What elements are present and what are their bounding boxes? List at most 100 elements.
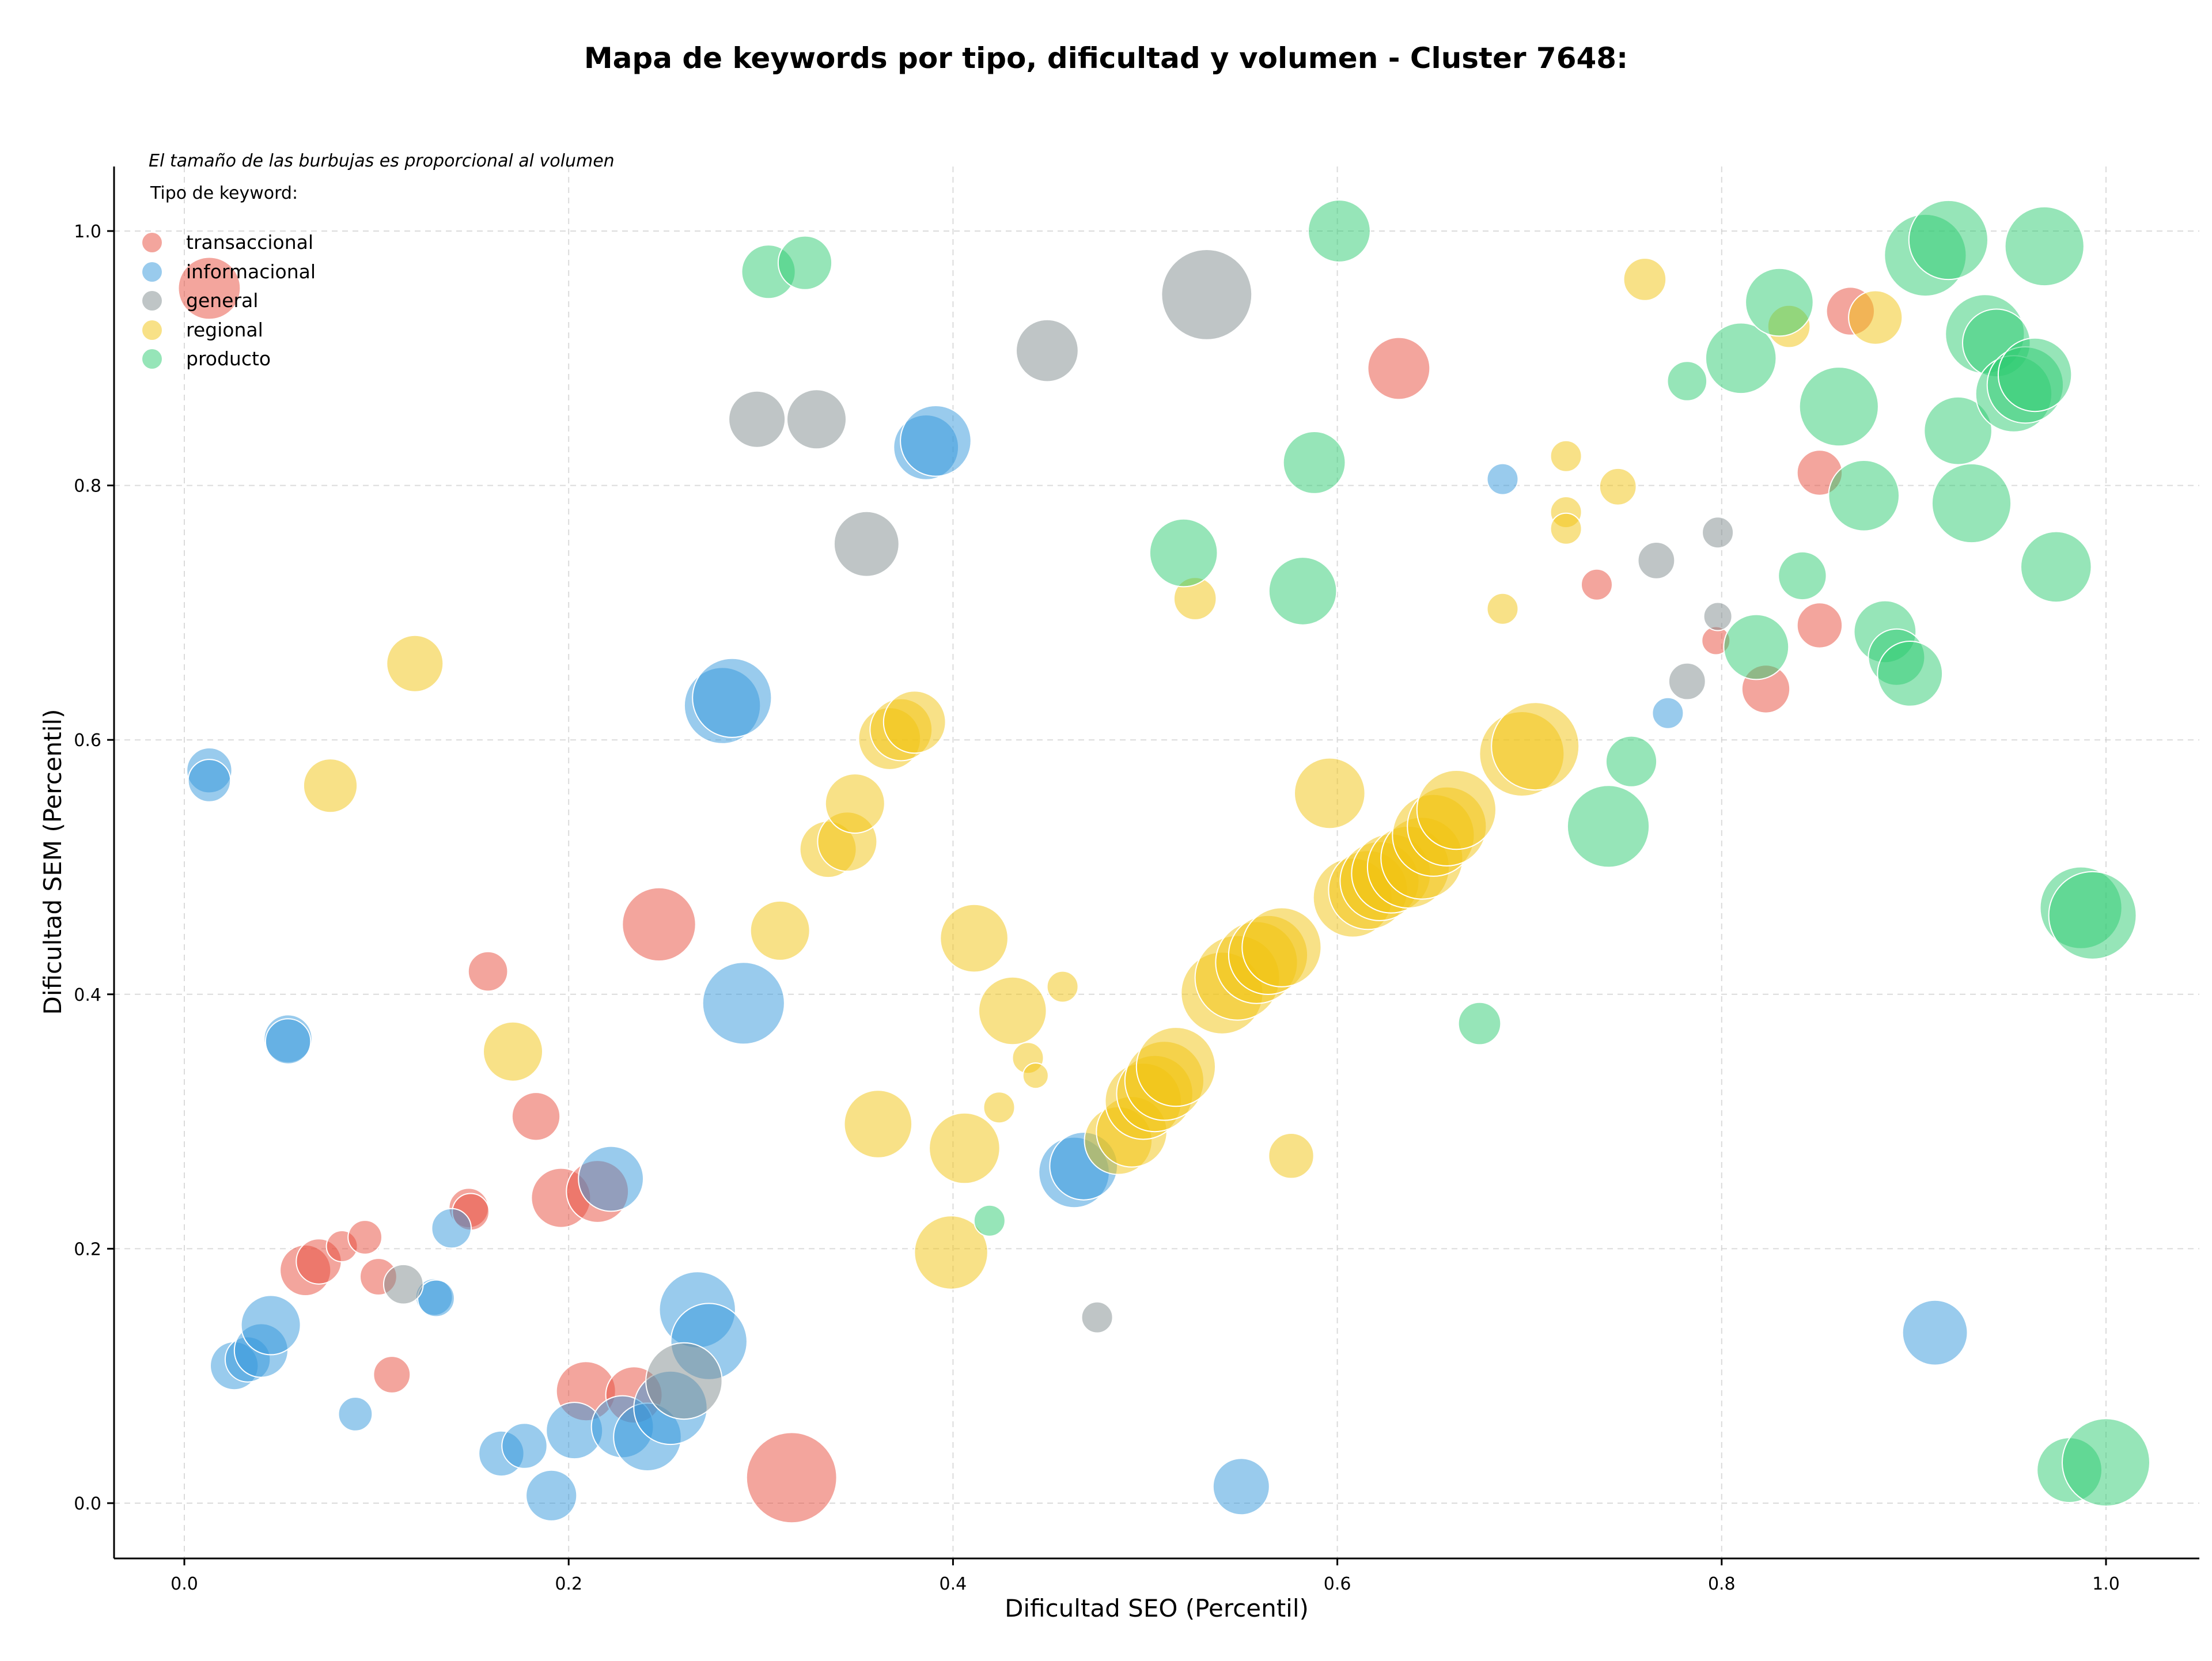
bubble-producto bbox=[1923, 396, 1993, 466]
axis-ticks: 0.0 0.2 0.4 0.6 0.8 1.0 0.0 0.2 0.4 0.6 0.8 1.0 bbox=[74, 222, 2120, 1594]
legend-item-regional: regional bbox=[142, 319, 263, 341]
bubble-transaccional bbox=[1367, 336, 1431, 400]
bubble-regional bbox=[1550, 512, 1582, 545]
x-tick-label: 0.6 bbox=[1324, 1574, 1351, 1594]
bubble-general bbox=[1702, 516, 1734, 549]
bubble-informacional bbox=[692, 657, 772, 738]
legend-item-producto: producto bbox=[142, 347, 271, 370]
bubble-regional bbox=[1550, 440, 1582, 472]
y-tick-label: 0.8 bbox=[74, 476, 101, 497]
bubble-informacional bbox=[525, 1469, 578, 1522]
bubble-transaccional bbox=[511, 1092, 561, 1141]
bubble-general bbox=[1016, 319, 1079, 383]
bubble-general bbox=[786, 389, 847, 450]
bubble-producto bbox=[2062, 1418, 2150, 1507]
legend-marker-informacional bbox=[142, 262, 162, 282]
legend-label-producto: producto bbox=[186, 347, 271, 370]
bubble-informacional bbox=[187, 759, 232, 803]
bubble-regional bbox=[983, 1091, 1016, 1124]
y-axis-label: Dificultad SEM (Percentil) bbox=[39, 709, 67, 1015]
bubble-informacional bbox=[578, 1145, 644, 1212]
series-regional bbox=[302, 258, 1903, 1290]
series-informacional bbox=[186, 405, 1968, 1522]
bubble-producto bbox=[1908, 199, 1988, 281]
bubble-transaccional bbox=[177, 256, 241, 320]
legend-label-regional: regional bbox=[186, 319, 263, 341]
bubble-producto bbox=[1282, 431, 1346, 494]
legend-marker-producto bbox=[142, 349, 162, 369]
legend-marker-general bbox=[142, 291, 162, 311]
bubble-regional bbox=[1294, 757, 1366, 830]
bubble-general bbox=[1161, 249, 1253, 340]
bubble-regional bbox=[1135, 1027, 1217, 1107]
bubble-transaccional bbox=[622, 887, 696, 962]
grid-lines bbox=[114, 167, 2199, 1558]
bubble-producto bbox=[1308, 199, 1371, 263]
bubble-regional bbox=[1241, 907, 1322, 987]
bubble-layer bbox=[177, 199, 2150, 1524]
bubble-regional bbox=[302, 758, 358, 814]
bubble-informacional bbox=[1902, 1299, 1968, 1366]
bubble-producto bbox=[1149, 518, 1218, 588]
bubble-producto bbox=[1605, 735, 1658, 788]
bubble-producto bbox=[1877, 641, 1944, 707]
chart-title: Mapa de keywords por tipo, dificultad y … bbox=[584, 41, 1628, 75]
legend-marker-regional bbox=[142, 320, 162, 340]
bubble-regional bbox=[1416, 770, 1497, 850]
bubble-informacional bbox=[264, 1018, 312, 1065]
y-tick-label: 0.6 bbox=[74, 731, 101, 751]
bubble-general bbox=[383, 1263, 424, 1305]
bubble-transaccional bbox=[373, 1356, 411, 1394]
x-tick-label: 0.0 bbox=[171, 1574, 198, 1594]
x-tick-label: 0.2 bbox=[555, 1574, 582, 1594]
bubble-producto bbox=[2004, 206, 2085, 287]
bubble-regional bbox=[1022, 1062, 1049, 1089]
bubble-regional bbox=[940, 903, 1009, 973]
bubble-regional bbox=[882, 690, 946, 754]
bubble-producto bbox=[1566, 785, 1650, 868]
bubble-informacional bbox=[1486, 463, 1519, 495]
bubble-producto bbox=[973, 1204, 1006, 1237]
legend-label-transaccional: transaccional bbox=[186, 231, 313, 253]
bubble-regional bbox=[483, 1021, 543, 1082]
legend-item-general: general bbox=[142, 289, 258, 312]
bubble-producto bbox=[2048, 871, 2137, 960]
legend: transaccional informacional general regi… bbox=[142, 231, 316, 370]
bubble-informacional bbox=[338, 1397, 373, 1432]
legend-item-transaccional: transaccional bbox=[142, 231, 313, 253]
bubble-general bbox=[1081, 1301, 1113, 1334]
bubble-regional bbox=[1486, 592, 1519, 625]
bubble-informacional bbox=[501, 1422, 548, 1469]
bubble-regional bbox=[1491, 702, 1580, 791]
bubble-producto bbox=[1828, 460, 1900, 532]
series-transaccional bbox=[177, 256, 1876, 1524]
bubble-regional bbox=[914, 1215, 988, 1290]
y-tick-label: 0.4 bbox=[74, 985, 101, 1005]
bubble-transaccional bbox=[1796, 602, 1843, 649]
y-tick-label: 1.0 bbox=[74, 222, 101, 242]
legend-label-general: general bbox=[186, 289, 258, 312]
bubble-regional bbox=[1623, 258, 1667, 301]
series-producto bbox=[741, 199, 2150, 1507]
bubble-regional bbox=[1848, 290, 1903, 345]
bubble-general bbox=[833, 510, 900, 577]
bubble-producto bbox=[1723, 614, 1790, 680]
bubble-producto bbox=[777, 235, 833, 290]
bubble-informacional bbox=[1212, 1458, 1270, 1516]
bubble-transaccional bbox=[467, 951, 509, 992]
bubble-regional bbox=[929, 1112, 1001, 1185]
bubble-regional bbox=[386, 634, 444, 693]
bubble-regional bbox=[843, 1089, 913, 1159]
bubble-regional bbox=[978, 976, 1047, 1046]
bubble-general bbox=[1637, 542, 1676, 580]
bubble-general bbox=[645, 1342, 723, 1420]
bubble-regional bbox=[824, 773, 885, 834]
bubble-producto bbox=[1268, 557, 1338, 626]
bubble-transaccional bbox=[347, 1220, 382, 1255]
bubble-producto bbox=[1778, 551, 1827, 601]
bubble-producto bbox=[1931, 463, 2012, 544]
x-tick-label: 1.0 bbox=[2092, 1574, 2120, 1594]
bubble-general bbox=[1668, 662, 1706, 701]
bubble-regional bbox=[1599, 467, 1637, 506]
